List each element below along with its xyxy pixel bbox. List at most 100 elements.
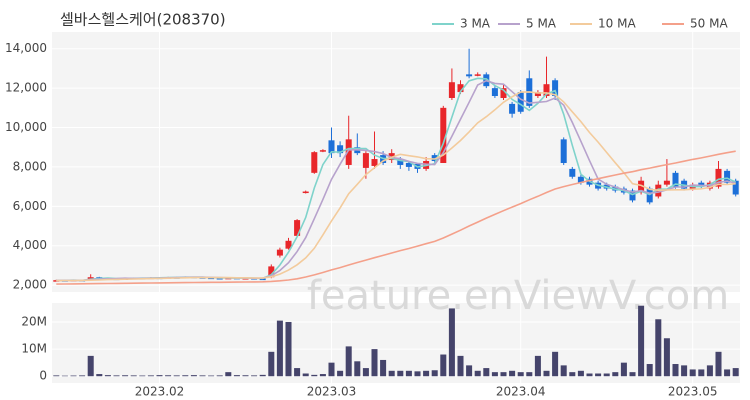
candle-body (500, 88, 507, 98)
volume-bar (337, 370, 344, 377)
volume-bar (526, 372, 533, 377)
volume-bar (483, 368, 490, 377)
candle-body (294, 220, 301, 236)
volume-bar (87, 355, 94, 377)
volume-bar (440, 354, 447, 377)
volume-bar (345, 346, 352, 377)
candle-body (319, 150, 326, 152)
x-tick-label: 2023.02 (135, 385, 185, 399)
ma-line (56, 150, 736, 285)
candle-body (457, 84, 464, 93)
volume-bar (448, 308, 455, 377)
volume-bar (79, 375, 86, 377)
legend-label: 5 MA (526, 17, 557, 31)
watermark: feature.enViewV.com (307, 273, 729, 319)
volume-bar (242, 375, 249, 377)
volume-bar (560, 365, 567, 377)
volume-bar (104, 375, 111, 377)
volume-bar (354, 361, 361, 377)
candle-body (440, 107, 447, 163)
volume-bar (276, 320, 283, 377)
volume-bar (552, 351, 559, 377)
volume-bar (113, 375, 120, 377)
volume-bar (182, 375, 189, 377)
volume-bar (371, 349, 378, 377)
price-panel (52, 32, 740, 292)
volume-bar (362, 368, 369, 377)
volume-bar (724, 369, 731, 377)
candle-body (543, 84, 550, 97)
candle-body (276, 249, 283, 256)
volume-bar (233, 375, 240, 377)
volume-bar (663, 338, 670, 377)
y-tick-label: 8,000 (13, 159, 47, 173)
candle-body (362, 153, 369, 168)
candle-body (474, 74, 481, 76)
volume-bar (122, 375, 129, 377)
y-tick-label: 0 (39, 369, 47, 383)
y-tick-label: 20M (21, 314, 47, 328)
legend-label: 50 MA (690, 17, 728, 31)
candle-body (552, 80, 559, 97)
volume-bar (156, 375, 163, 377)
candle-body (509, 103, 516, 114)
volume-bar (638, 305, 645, 377)
candle-body (345, 139, 352, 165)
volume-bar (491, 372, 498, 377)
candle-body (448, 82, 455, 98)
candle-body (311, 152, 318, 173)
candle-body (629, 190, 636, 201)
volume-bar (706, 365, 713, 377)
chart-title: 셀바스헬스케어(208370) (60, 11, 226, 29)
x-tick-label: 2023.03 (307, 385, 357, 399)
volume-bar (259, 374, 266, 377)
volume-bar (225, 372, 232, 377)
legend-label: 3 MA (460, 17, 491, 31)
candle-body (397, 159, 404, 165)
volume-bar (423, 370, 430, 377)
x-tick-label: 2023.05 (668, 385, 718, 399)
volume-bar (586, 373, 593, 377)
ma-line (56, 91, 736, 282)
y-tick-label: 2,000 (13, 278, 47, 292)
volume-bar (646, 364, 653, 377)
y-tick-label: 10M (21, 342, 47, 356)
volume-bar (147, 375, 154, 377)
volume-bar (612, 372, 619, 377)
candle-body (569, 168, 576, 177)
candle-body (517, 92, 524, 112)
volume-bar (285, 321, 292, 377)
volume-bar (457, 355, 464, 377)
candle-body (431, 155, 438, 162)
volume-bar (96, 374, 103, 377)
y-tick-label: 10,000 (5, 120, 47, 134)
volume-bar (715, 351, 722, 377)
candle-body (732, 180, 739, 195)
volume-bar (474, 370, 481, 377)
volume-bar (388, 370, 395, 377)
candle-body (371, 159, 378, 166)
volume-bar (380, 359, 387, 377)
candle-body (646, 188, 653, 203)
volume-bar (190, 375, 197, 377)
volume-bar (629, 372, 636, 377)
volume-bar (414, 371, 421, 377)
volume-bar (681, 365, 688, 377)
volume-bar (311, 374, 318, 377)
candle-body (259, 278, 266, 281)
volume-bar (61, 375, 68, 377)
candle-body (534, 92, 541, 97)
legend-label: 10 MA (598, 17, 636, 31)
volume-bar (216, 375, 223, 377)
volume-bar (208, 375, 215, 377)
volume-bar (569, 372, 576, 377)
candle-body (724, 170, 731, 183)
candle-body (560, 139, 567, 163)
volume-bar (397, 370, 404, 377)
volume-bar (672, 364, 679, 377)
volume-bar (268, 351, 275, 377)
candle-body (638, 180, 645, 193)
volume-bar (577, 370, 584, 377)
candle-body (328, 140, 335, 154)
